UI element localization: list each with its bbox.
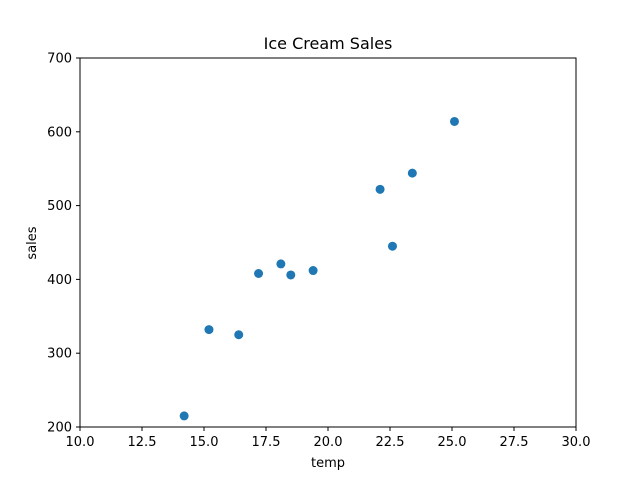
- y-tick-label: 400: [47, 273, 72, 288]
- y-tick-label: 600: [47, 125, 72, 140]
- y-axis-label: sales: [25, 226, 40, 259]
- x-tick-label: 10.0: [66, 435, 95, 450]
- data-point: [286, 270, 296, 280]
- x-tick-label: 22.5: [376, 435, 405, 450]
- x-tick-label: 30.0: [562, 435, 591, 450]
- x-tick-label: 25.0: [438, 435, 467, 450]
- x-axis-label: temp: [311, 456, 345, 471]
- data-point: [276, 259, 286, 269]
- x-tick-label: 20.0: [314, 435, 343, 450]
- data-point: [449, 116, 459, 126]
- y-tick-label: 500: [47, 199, 72, 214]
- plot-area-frame: [79, 57, 577, 428]
- data-point: [387, 241, 397, 251]
- y-tick-label: 700: [47, 52, 72, 67]
- x-tick-label: 12.5: [128, 435, 157, 450]
- y-tick-label: 200: [47, 421, 72, 436]
- chart-title: Ice Cream Sales: [264, 34, 393, 53]
- data-points: [179, 116, 459, 421]
- data-point: [375, 184, 385, 194]
- data-point: [254, 268, 264, 278]
- y-axis-ticks: 200 300 400 500 600 700: [47, 52, 80, 436]
- x-tick-label: 27.5: [500, 435, 529, 450]
- x-tick-label: 15.0: [190, 435, 219, 450]
- data-point: [179, 411, 189, 421]
- data-point: [204, 325, 214, 335]
- data-point: [308, 266, 318, 276]
- x-tick-label: 17.5: [252, 435, 281, 450]
- x-axis-ticks: 10.0 12.5 15.0 17.5 20.0 22.5 25.0 27.5 30.0: [66, 427, 591, 450]
- y-tick-label: 300: [47, 347, 72, 362]
- data-point: [234, 330, 244, 340]
- data-point: [407, 168, 417, 178]
